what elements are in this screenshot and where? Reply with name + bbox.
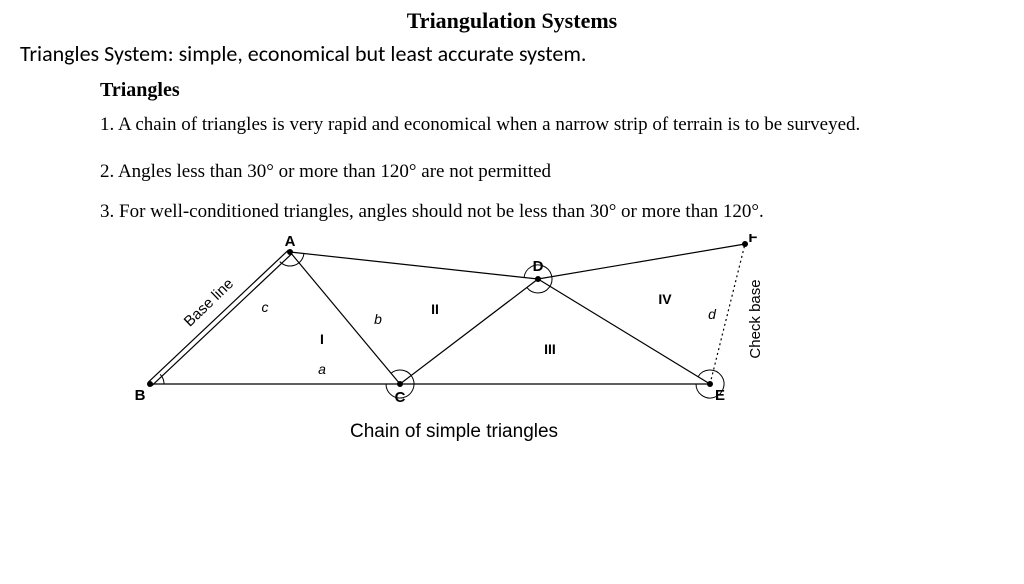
page-title: Triangulation Systems [0,8,1024,34]
svg-text:F: F [748,234,757,246]
diagram-container: ABCDEFIIIIIIIVabcdBase lineCheck base Ch… [100,234,1024,443]
svg-text:E: E [715,387,725,404]
subtitle: Triangles System: simple, economical but… [20,40,1024,67]
para-3: 3. For well-conditioned triangles, angle… [100,195,904,228]
body-text: 1. A chain of triangles is very rapid an… [100,108,904,228]
svg-text:Check base: Check base [747,279,764,358]
para-2: 2. Angles less than 30° or more than 120… [100,155,904,188]
svg-text:C: C [395,389,406,406]
svg-text:a: a [318,361,326,377]
svg-text:Base line: Base line [181,275,237,330]
svg-text:I: I [320,331,324,347]
svg-text:III: III [544,341,556,357]
chain-of-triangles-diagram: ABCDEFIIIIIIIVabcdBase lineCheck base [100,234,840,414]
svg-text:c: c [262,299,269,315]
svg-text:B: B [135,387,146,404]
body-section: Triangles 1. A chain of triangles is ver… [100,79,904,228]
svg-text:b: b [374,311,382,327]
section-heading: Triangles [100,79,904,102]
svg-text:A: A [285,234,296,250]
svg-text:II: II [431,301,439,317]
para-1: 1. A chain of triangles is very rapid an… [100,108,904,141]
diagram-caption: Chain of simple triangles [350,421,1024,443]
svg-text:IV: IV [658,291,672,307]
svg-text:d: d [708,306,717,322]
svg-text:D: D [533,258,544,275]
